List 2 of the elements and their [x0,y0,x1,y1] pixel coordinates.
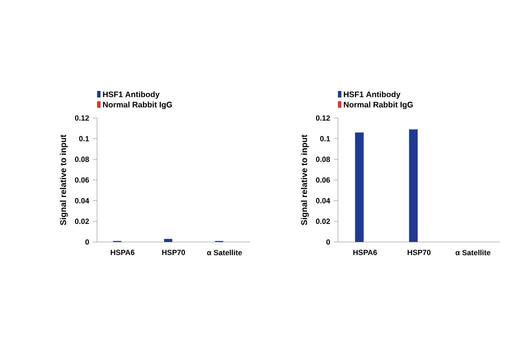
y-axis-title: Signal relative to input [60,134,68,226]
y-axis-title: Signal relative to input [300,134,309,226]
